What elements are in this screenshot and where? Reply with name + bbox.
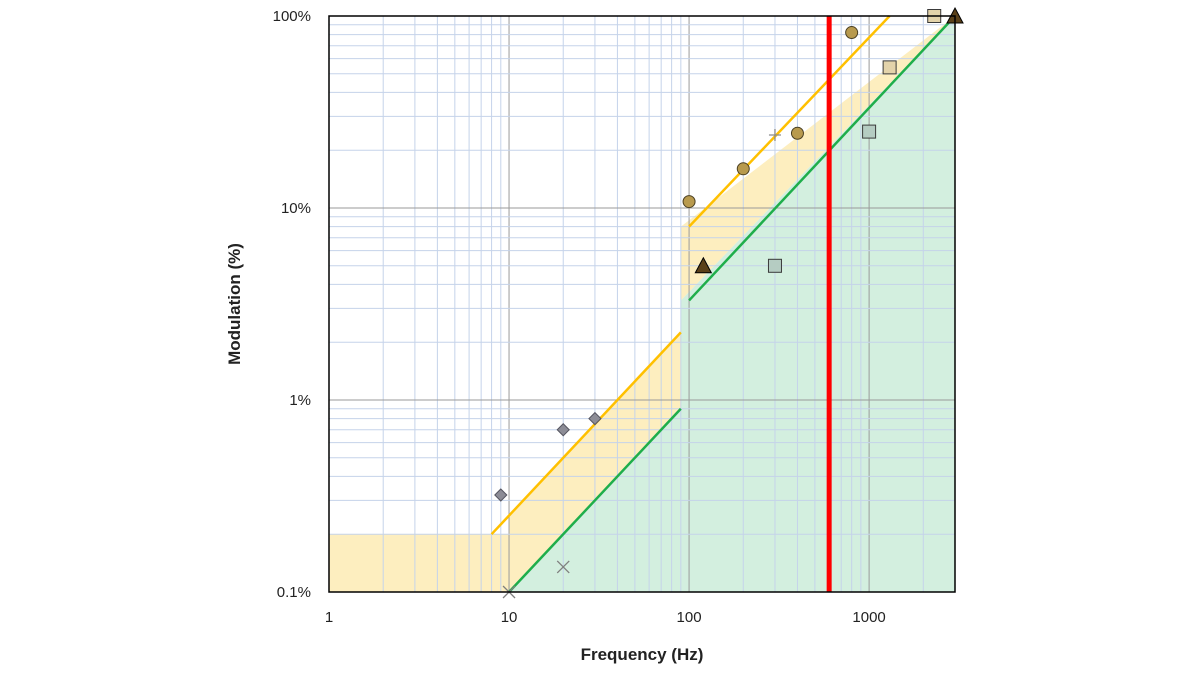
y-tick-label: 100%	[273, 8, 311, 25]
x-tick-label: 1	[325, 609, 333, 626]
shaded-regions	[329, 16, 955, 592]
data-points	[494, 6, 964, 599]
diamond-point	[556, 423, 570, 437]
x-axis-title: Frequency (Hz)	[581, 645, 704, 664]
square-point	[862, 124, 877, 139]
guide-lines	[490, 15, 956, 593]
region-low-risk-band-low-freq	[329, 534, 510, 592]
region-no-effect-band-high-freq	[680, 16, 955, 592]
square-point	[767, 258, 782, 273]
plot-frame	[328, 15, 956, 593]
y-tick-label: 10%	[281, 200, 311, 217]
grid-lines	[328, 16, 956, 593]
triangle-point	[694, 256, 713, 274]
circle-point	[736, 162, 750, 176]
circle-point	[845, 26, 859, 40]
circle-point	[682, 195, 696, 209]
y-tick-label: 0.1%	[277, 584, 311, 601]
diamond-point	[494, 488, 508, 502]
square-point	[882, 60, 897, 75]
y-tick-label: 1%	[289, 392, 311, 409]
plus-point	[768, 128, 781, 141]
yellow-line-high	[688, 15, 891, 228]
y-axis-title: Modulation (%)	[225, 243, 244, 365]
x-tick-label: 100	[677, 609, 702, 626]
diamond-point	[588, 411, 602, 426]
circle-point	[790, 126, 804, 140]
x-point	[556, 560, 570, 574]
x-tick-label: 10	[501, 609, 518, 626]
yellow-line-low	[490, 331, 682, 536]
green-line-low	[508, 407, 682, 593]
x-tick-label: 1000	[852, 609, 885, 626]
green-line-high	[688, 15, 956, 302]
tick-labels: 1 10 100 1000 0.1% 1% 10% 100%	[273, 8, 886, 626]
